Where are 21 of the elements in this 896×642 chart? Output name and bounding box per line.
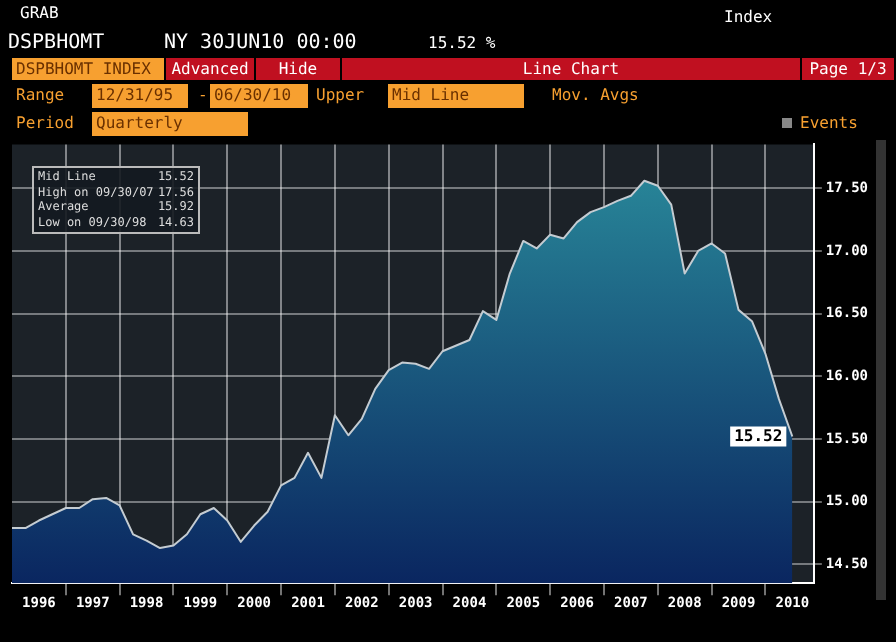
chart-subtitle: NY 30JUN10 00:00 bbox=[164, 30, 357, 58]
text: Line Chart bbox=[342, 58, 800, 80]
annotation: 15.52 bbox=[734, 426, 783, 445]
text: Events bbox=[798, 112, 860, 136]
text: Index bbox=[722, 6, 775, 30]
chart-title: DSPBHOMT bbox=[8, 30, 105, 58]
text: Upper bbox=[314, 84, 367, 108]
text: Period bbox=[14, 112, 76, 136]
text: Mov. Avgs bbox=[550, 84, 641, 108]
text: GRAB bbox=[18, 2, 61, 26]
text: Advanced bbox=[166, 58, 254, 80]
text: Page 1/3 bbox=[802, 58, 894, 80]
text: Hide bbox=[256, 58, 340, 80]
text: 06/30/10 bbox=[210, 84, 308, 108]
text: Mid Line bbox=[388, 84, 524, 108]
text: Quarterly bbox=[92, 112, 248, 136]
text: 15.52 % bbox=[426, 32, 498, 56]
text: DSPBHOMT INDEX bbox=[12, 58, 164, 80]
text: - bbox=[196, 84, 210, 108]
text: Range bbox=[14, 84, 67, 108]
text: 12/31/95 bbox=[92, 84, 188, 108]
